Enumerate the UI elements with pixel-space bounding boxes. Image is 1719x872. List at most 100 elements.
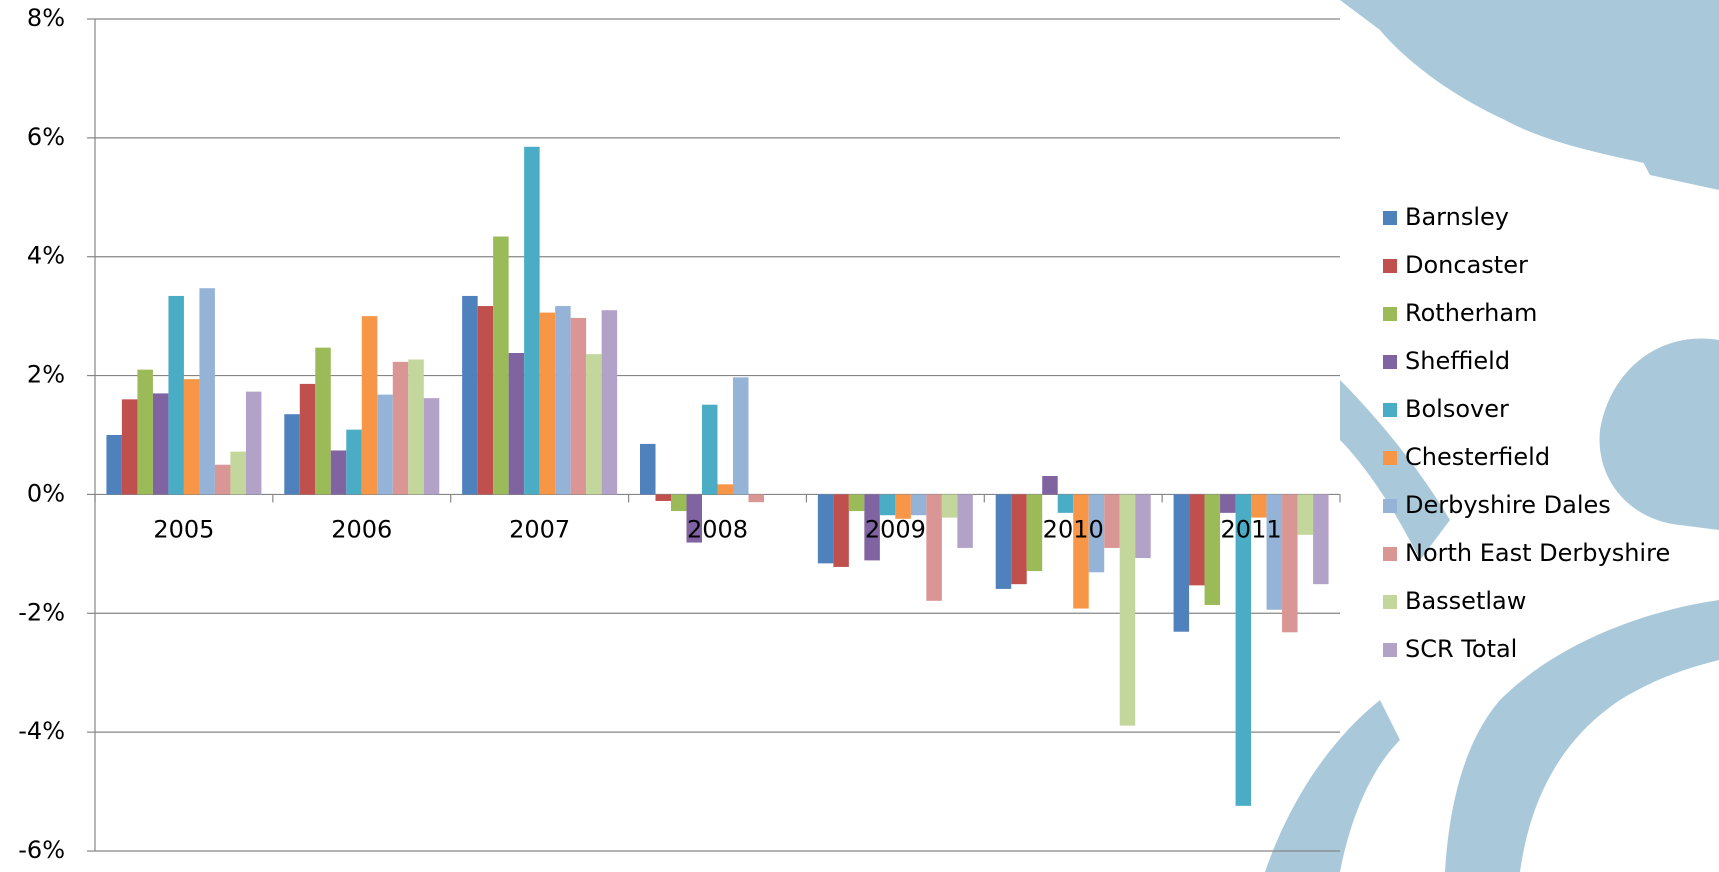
y-tick-label: -2% [18, 598, 65, 626]
bar [152, 393, 169, 495]
legend-swatch [1383, 595, 1397, 609]
bar [1088, 494, 1105, 573]
x-tick-label: 2005 [153, 515, 214, 543]
bar [377, 394, 393, 495]
legend-swatch [1383, 211, 1397, 225]
background-ornament [1265, 0, 1719, 872]
bar [833, 494, 849, 567]
y-tick-label: 0% [27, 479, 65, 507]
bar [1073, 494, 1089, 609]
bar [910, 494, 927, 516]
bar [346, 429, 362, 495]
bar [1057, 494, 1074, 513]
y-tick-label: 6% [27, 123, 65, 151]
x-tick-label: 2008 [687, 515, 748, 543]
x-tick-label: 2010 [1043, 515, 1104, 543]
legend-label: Barnsley [1405, 203, 1509, 231]
bar [284, 414, 300, 495]
bar [183, 379, 200, 495]
bar [168, 295, 184, 495]
legend-label: North East Derbyshire [1405, 539, 1670, 567]
bar [671, 494, 687, 512]
bar [995, 494, 1012, 589]
bar [926, 494, 942, 601]
legend-label: Derbyshire Dales [1405, 491, 1611, 519]
bar [315, 347, 331, 495]
y-tick-label: 4% [27, 242, 65, 270]
bar [493, 236, 509, 495]
bar [864, 494, 880, 561]
bar [640, 443, 656, 495]
bar [895, 494, 911, 519]
bar [1266, 494, 1283, 610]
bar [733, 377, 749, 495]
bar [1282, 494, 1298, 633]
bar [330, 450, 347, 495]
bar [717, 484, 733, 495]
bar [137, 369, 153, 495]
legend-label: Rotherham [1405, 299, 1537, 327]
legend-label: Bassetlaw [1405, 587, 1526, 615]
bar [462, 295, 478, 495]
bar [1313, 494, 1329, 585]
bar [1173, 494, 1190, 632]
bar [848, 494, 865, 512]
x-tick-label: 2009 [865, 515, 926, 543]
bar [817, 494, 834, 564]
bar [214, 464, 231, 495]
bar [570, 317, 587, 495]
legend-label: Sheffield [1405, 347, 1510, 375]
bar [1189, 494, 1205, 586]
bar [601, 310, 618, 495]
bar [361, 316, 378, 495]
bar [1011, 494, 1027, 585]
bar [423, 398, 440, 495]
legend-label: Bolsover [1405, 395, 1509, 423]
bar [1220, 494, 1236, 513]
y-tick-label: -6% [18, 836, 65, 864]
bar [1042, 476, 1058, 495]
legend-label: Chesterfield [1405, 443, 1550, 471]
bar [392, 361, 409, 495]
bar [508, 352, 525, 495]
bar [748, 494, 764, 503]
legend-swatch [1383, 259, 1397, 273]
x-tick-label: 2007 [509, 515, 570, 543]
legend-label: SCR Total [1405, 635, 1517, 663]
legend-swatch [1383, 451, 1397, 465]
y-tick-label: -4% [18, 717, 65, 745]
bar [1235, 494, 1252, 806]
y-tick-label: 2% [27, 361, 65, 389]
legend-swatch [1383, 643, 1397, 657]
bar [555, 306, 571, 495]
bar [957, 494, 973, 548]
legend-swatch [1383, 355, 1397, 369]
bar [1204, 494, 1221, 605]
bar [941, 494, 958, 518]
x-tick-label: 2006 [331, 515, 392, 543]
bar [879, 494, 896, 516]
y-tick-label: 8% [27, 4, 65, 32]
legend-swatch [1383, 403, 1397, 417]
bar [702, 404, 718, 495]
bar [1135, 494, 1151, 559]
legend-swatch [1383, 499, 1397, 513]
bar [230, 451, 246, 495]
bar [299, 383, 316, 495]
bar [199, 288, 215, 495]
x-tick-label: 2011 [1221, 515, 1282, 543]
bar [539, 312, 556, 495]
bar [586, 354, 602, 495]
bar [121, 399, 138, 495]
bar [524, 146, 540, 495]
bar [477, 306, 494, 495]
legend-label: Doncaster [1405, 251, 1528, 279]
bar [1119, 494, 1136, 726]
bar [245, 391, 262, 495]
legend-swatch [1383, 547, 1397, 561]
legend-swatch [1383, 307, 1397, 321]
bar [1104, 494, 1120, 548]
bar [686, 494, 702, 543]
bar [655, 494, 671, 501]
